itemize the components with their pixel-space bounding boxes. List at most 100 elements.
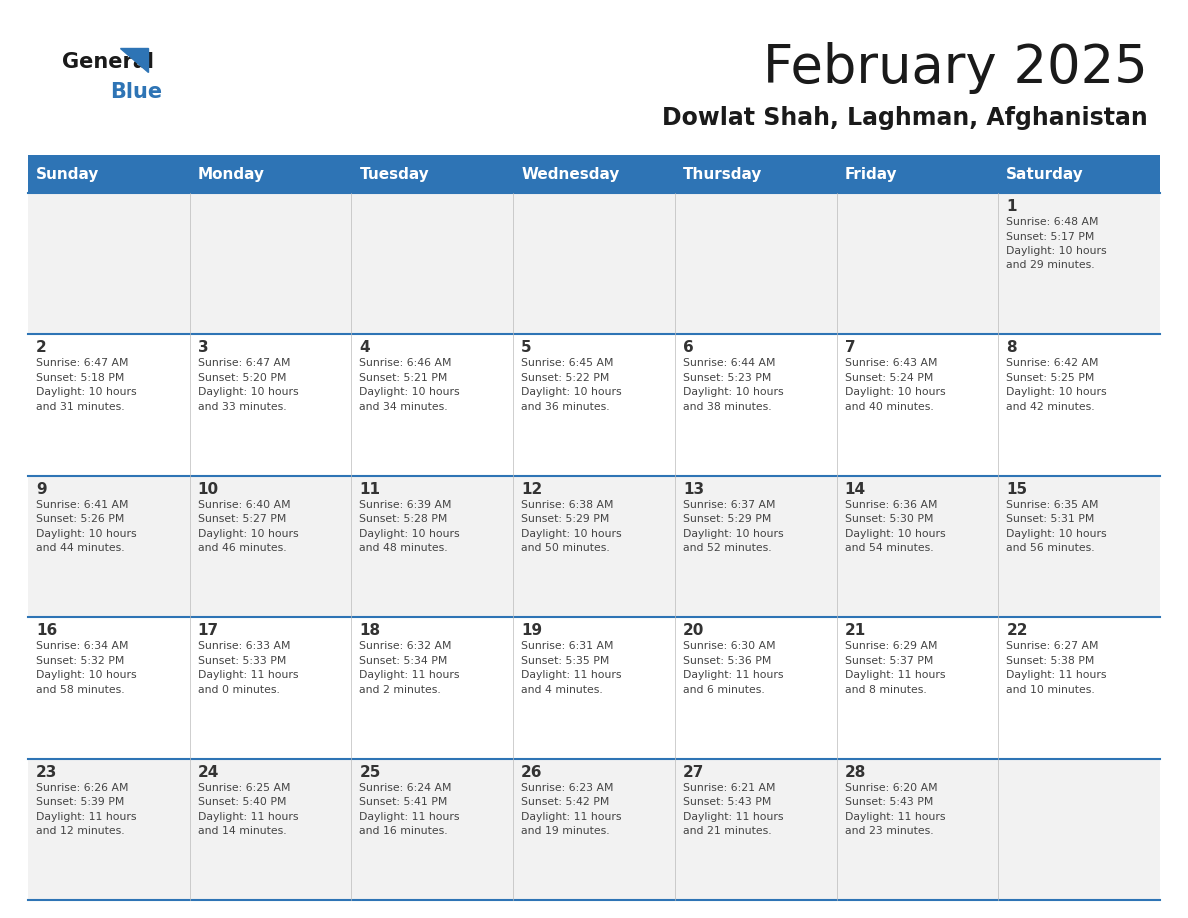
Text: 16: 16 [36, 623, 57, 638]
Text: Daylight: 11 hours: Daylight: 11 hours [197, 812, 298, 822]
Text: 25: 25 [360, 765, 381, 779]
Text: Sunset: 5:35 PM: Sunset: 5:35 PM [522, 655, 609, 666]
Text: Sunrise: 6:34 AM: Sunrise: 6:34 AM [36, 641, 128, 651]
Bar [352, 193, 513, 334]
Text: Sunrise: 6:47 AM: Sunrise: 6:47 AM [197, 358, 290, 368]
Text: Sunrise: 6:48 AM: Sunrise: 6:48 AM [1006, 217, 1099, 227]
Text: and 58 minutes.: and 58 minutes. [36, 685, 125, 695]
Text: and 6 minutes.: and 6 minutes. [683, 685, 765, 695]
Text: Sunrise: 6:42 AM: Sunrise: 6:42 AM [1006, 358, 1099, 368]
Bar [675, 476, 836, 617]
Text: Sunset: 5:37 PM: Sunset: 5:37 PM [845, 655, 933, 666]
Text: Sunrise: 6:40 AM: Sunrise: 6:40 AM [197, 499, 290, 509]
Text: General: General [62, 52, 154, 72]
Bar [513, 476, 675, 617]
Text: Sunset: 5:40 PM: Sunset: 5:40 PM [197, 797, 286, 807]
Text: Thursday: Thursday [683, 166, 763, 182]
Text: Daylight: 10 hours: Daylight: 10 hours [683, 387, 783, 397]
Text: Saturday: Saturday [1006, 166, 1083, 182]
Text: Sunrise: 6:47 AM: Sunrise: 6:47 AM [36, 358, 128, 368]
Text: 24: 24 [197, 765, 219, 779]
Text: Daylight: 10 hours: Daylight: 10 hours [1006, 387, 1107, 397]
Bar [29, 476, 190, 617]
Text: Daylight: 11 hours: Daylight: 11 hours [360, 812, 460, 822]
Text: 14: 14 [845, 482, 866, 497]
Text: 26: 26 [522, 765, 543, 779]
Bar [998, 334, 1159, 476]
Text: Daylight: 11 hours: Daylight: 11 hours [683, 812, 783, 822]
Text: Sunrise: 6:20 AM: Sunrise: 6:20 AM [845, 783, 937, 792]
Text: 19: 19 [522, 623, 542, 638]
Text: Daylight: 10 hours: Daylight: 10 hours [522, 387, 621, 397]
Text: Daylight: 11 hours: Daylight: 11 hours [36, 812, 137, 822]
Bar [998, 155, 1159, 193]
Text: Daylight: 10 hours: Daylight: 10 hours [36, 670, 137, 680]
Text: Sunrise: 6:43 AM: Sunrise: 6:43 AM [845, 358, 937, 368]
Text: 15: 15 [1006, 482, 1028, 497]
Text: 11: 11 [360, 482, 380, 497]
Text: Wednesday: Wednesday [522, 166, 619, 182]
Text: Sunset: 5:23 PM: Sunset: 5:23 PM [683, 373, 771, 383]
Bar [675, 193, 836, 334]
Text: Daylight: 10 hours: Daylight: 10 hours [1006, 529, 1107, 539]
Bar [29, 617, 190, 758]
Bar [998, 193, 1159, 334]
Text: Sunrise: 6:32 AM: Sunrise: 6:32 AM [360, 641, 451, 651]
Text: Sunrise: 6:30 AM: Sunrise: 6:30 AM [683, 641, 776, 651]
Bar [190, 617, 352, 758]
Text: Sunrise: 6:26 AM: Sunrise: 6:26 AM [36, 783, 128, 792]
Text: Sunset: 5:20 PM: Sunset: 5:20 PM [197, 373, 286, 383]
Text: 23: 23 [36, 765, 57, 779]
Text: Daylight: 11 hours: Daylight: 11 hours [683, 670, 783, 680]
Text: Daylight: 11 hours: Daylight: 11 hours [197, 670, 298, 680]
Bar [675, 155, 836, 193]
Text: 18: 18 [360, 623, 380, 638]
Bar [513, 334, 675, 476]
Text: 2: 2 [36, 341, 46, 355]
Text: 13: 13 [683, 482, 704, 497]
Text: Daylight: 11 hours: Daylight: 11 hours [845, 812, 946, 822]
Text: and 54 minutes.: and 54 minutes. [845, 543, 934, 554]
Bar [190, 476, 352, 617]
Text: and 50 minutes.: and 50 minutes. [522, 543, 609, 554]
Text: Sunrise: 6:35 AM: Sunrise: 6:35 AM [1006, 499, 1099, 509]
Text: and 48 minutes.: and 48 minutes. [360, 543, 448, 554]
Text: Sunset: 5:38 PM: Sunset: 5:38 PM [1006, 655, 1094, 666]
Text: Sunset: 5:24 PM: Sunset: 5:24 PM [845, 373, 933, 383]
Text: Sunrise: 6:27 AM: Sunrise: 6:27 AM [1006, 641, 1099, 651]
Text: Sunrise: 6:25 AM: Sunrise: 6:25 AM [197, 783, 290, 792]
Bar [998, 758, 1159, 900]
Text: Sunrise: 6:29 AM: Sunrise: 6:29 AM [845, 641, 937, 651]
Text: Sunset: 5:43 PM: Sunset: 5:43 PM [683, 797, 771, 807]
Text: Daylight: 11 hours: Daylight: 11 hours [360, 670, 460, 680]
Text: Sunrise: 6:46 AM: Sunrise: 6:46 AM [360, 358, 451, 368]
Text: 4: 4 [360, 341, 369, 355]
Text: 5: 5 [522, 341, 532, 355]
Text: Sunrise: 6:23 AM: Sunrise: 6:23 AM [522, 783, 614, 792]
Text: Sunset: 5:25 PM: Sunset: 5:25 PM [1006, 373, 1094, 383]
Text: Sunset: 5:18 PM: Sunset: 5:18 PM [36, 373, 125, 383]
Text: Sunday: Sunday [36, 166, 100, 182]
Bar [352, 334, 513, 476]
Text: Daylight: 10 hours: Daylight: 10 hours [845, 387, 946, 397]
Text: and 12 minutes.: and 12 minutes. [36, 826, 125, 836]
Text: 3: 3 [197, 341, 208, 355]
Bar [190, 155, 352, 193]
Text: 22: 22 [1006, 623, 1028, 638]
Bar [352, 617, 513, 758]
Bar [190, 193, 352, 334]
Text: Sunset: 5:22 PM: Sunset: 5:22 PM [522, 373, 609, 383]
Text: Sunset: 5:32 PM: Sunset: 5:32 PM [36, 655, 125, 666]
Bar [352, 758, 513, 900]
Bar [29, 334, 190, 476]
Text: Sunrise: 6:38 AM: Sunrise: 6:38 AM [522, 499, 614, 509]
Text: Daylight: 10 hours: Daylight: 10 hours [360, 387, 460, 397]
Text: Daylight: 10 hours: Daylight: 10 hours [197, 387, 298, 397]
Text: Sunset: 5:41 PM: Sunset: 5:41 PM [360, 797, 448, 807]
Text: and 31 minutes.: and 31 minutes. [36, 402, 125, 412]
Bar [675, 617, 836, 758]
Text: Sunset: 5:29 PM: Sunset: 5:29 PM [522, 514, 609, 524]
Text: Daylight: 10 hours: Daylight: 10 hours [683, 529, 783, 539]
Bar [513, 155, 675, 193]
Bar [29, 193, 190, 334]
